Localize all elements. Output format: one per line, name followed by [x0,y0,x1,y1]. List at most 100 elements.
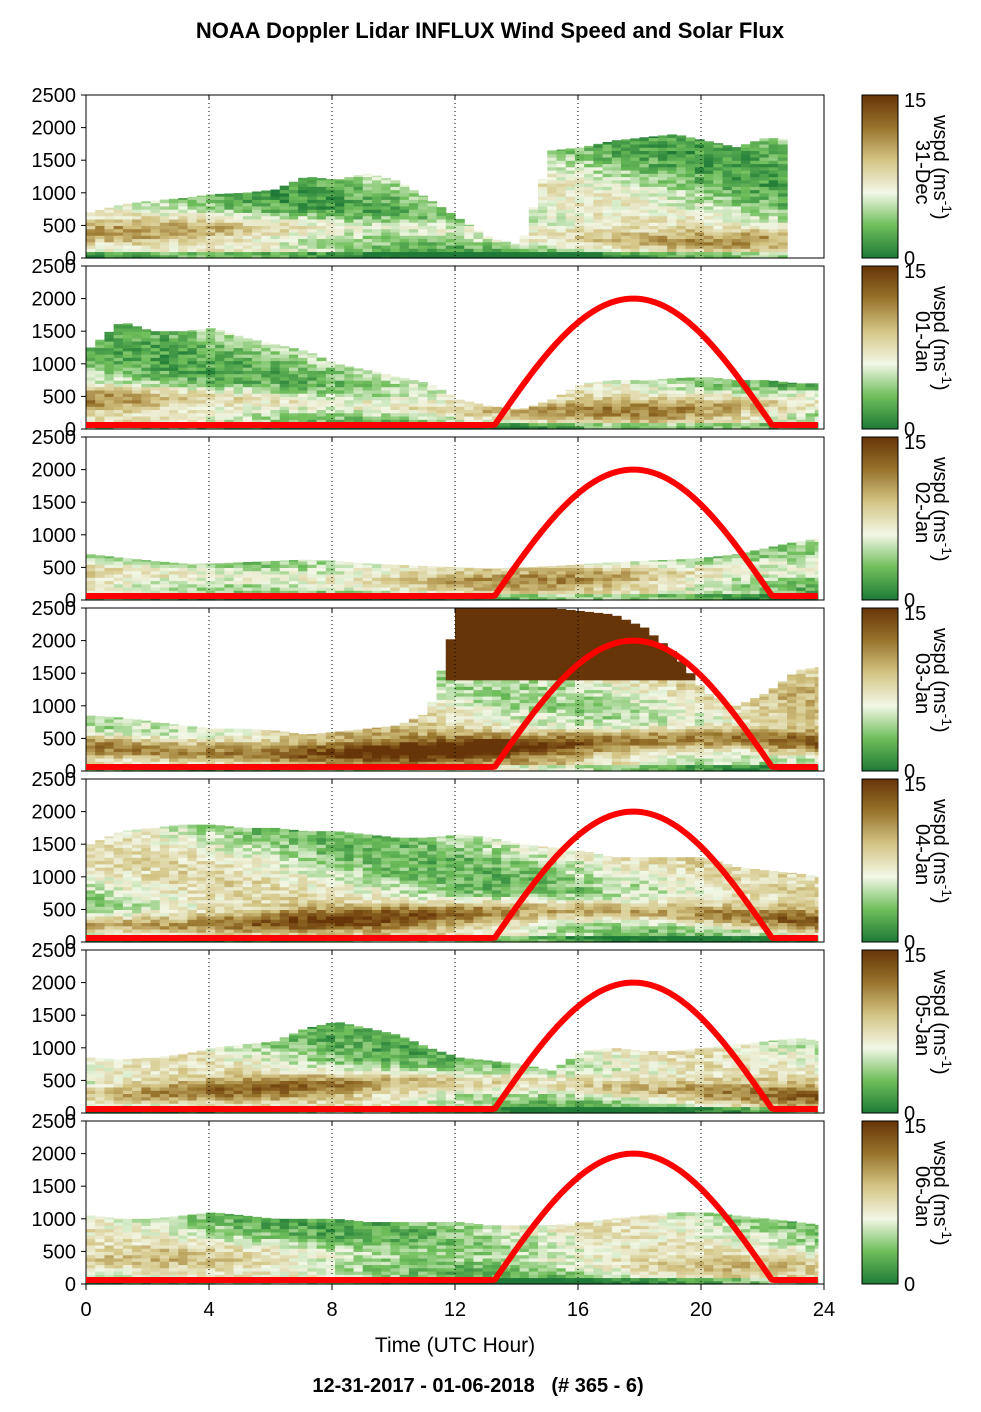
heatmap-cell [270,412,281,417]
heatmap-cell [694,183,705,187]
heatmap-cell [519,244,530,249]
heatmap-cell [316,183,327,187]
heatmap-cell [676,567,687,572]
heatmap-cell [722,225,733,230]
heatmap-cell [501,415,511,420]
heatmap-cell [279,347,290,352]
heatmap-cell [224,367,235,371]
heatmap-cell [611,140,622,142]
heatmap-cell [325,209,336,213]
heatmap-cell [722,186,733,191]
heatmap-cell [169,241,179,246]
heatmap-cell [362,570,373,575]
heatmap-cell [455,225,465,230]
heatmap-cell [122,415,133,420]
heatmap-cell [187,350,198,355]
heatmap-cell [132,212,142,217]
heatmap-cell [427,231,438,236]
heatmap-cell [759,215,770,220]
heatmap-cell [519,419,530,424]
heatmap-cell [722,153,733,158]
heatmap-cell [722,557,733,562]
heatmap-cell [335,731,345,736]
heatmap-cell [491,425,502,430]
heatmap-cell [187,415,198,420]
heatmap-cell [95,728,106,733]
heatmap-cell [95,757,106,762]
heatmap-cell [473,590,484,595]
heatmap-cell [694,425,705,430]
heatmap-cell [390,728,401,733]
y-tick-label: 2000 [32,118,77,140]
heatmap-cell [667,412,678,417]
heatmap-cell [150,389,161,394]
heatmap-cell [556,160,567,165]
heatmap-cell [436,415,447,420]
heatmap-cell [261,215,272,220]
heatmap-cell [547,202,558,207]
heatmap-cell [427,254,438,259]
heatmap-cell [104,241,115,246]
heatmap-cell [344,251,355,256]
heatmap-cell [584,150,594,155]
heatmap-cell [584,389,594,394]
heatmap-cell [104,347,115,352]
heatmap-cell [233,386,244,391]
heatmap-cell [740,393,751,397]
heatmap-cell [187,370,198,375]
heatmap-cell [427,583,438,588]
heatmap-cell [445,415,456,420]
heatmap-cell [279,215,290,220]
heatmap-cell [602,422,613,427]
heatmap-cell [611,402,622,407]
heatmap-cell [722,399,733,404]
heatmap-cell [196,376,207,381]
heatmap-cell [371,254,382,259]
y-tick-label: 1000 [32,183,77,205]
heatmap-cell [288,560,299,565]
heatmap-cell [722,406,733,411]
heatmap-cell [685,586,696,591]
heatmap-cell [353,186,364,191]
heatmap-cell [657,218,668,223]
heatmap-cell [122,248,133,253]
heatmap-cell [667,209,678,213]
heatmap-cell [279,751,290,756]
heatmap-cell [528,593,539,598]
heatmap-cell [270,389,281,394]
heatmap-cell [178,383,189,388]
heatmap-cell [621,564,631,568]
heatmap-cell [584,215,594,220]
heatmap-cell [316,738,327,743]
heatmap-cell [150,725,161,730]
heatmap-cell [399,757,410,762]
heatmap-cell [159,728,170,733]
heatmap-cell [205,389,216,394]
heatmap-cell [150,244,161,249]
heatmap-cell [611,153,622,158]
heatmap-cell [427,241,438,246]
heatmap-cell [713,166,724,171]
heatmap-cell [288,186,299,191]
heatmap-cell [657,402,668,407]
heatmap-cell [178,586,189,591]
heatmap-cell [270,396,281,401]
heatmap-cell [132,225,142,230]
heatmap-cell [464,590,475,595]
heatmap-cell [528,583,539,588]
heatmap-cell [648,425,659,430]
heatmap-cell [325,409,336,414]
heatmap-cell [648,244,659,249]
heatmap-cell [685,228,696,233]
heatmap-cell [298,251,308,256]
heatmap-cell [418,235,428,240]
heatmap-cell [298,419,308,424]
heatmap-cell [344,744,355,749]
heatmap-cell [750,160,761,165]
heatmap-cell [685,186,696,191]
heatmap-cell [104,738,115,743]
heatmap-cell [261,731,272,736]
heatmap-cell [307,735,318,739]
heatmap-cell [593,389,604,394]
colorbar-gradient [861,94,899,259]
